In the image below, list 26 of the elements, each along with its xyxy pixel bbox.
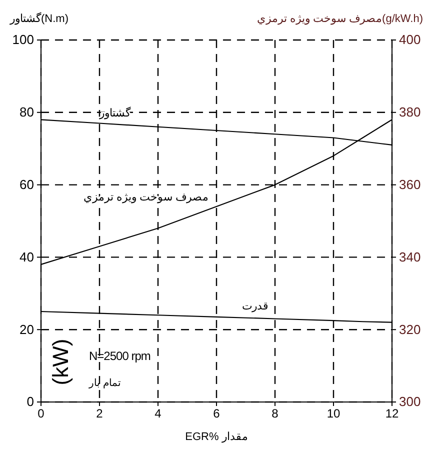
y2-axis-title: مصرف سوخت ویژه ترمزي(g/kW.h) [256, 13, 423, 25]
x-tick-label: 12 [385, 406, 399, 421]
x-tick-label: 4 [154, 406, 162, 421]
x-tick-label: 8 [272, 406, 279, 421]
series-label: قدرت [242, 300, 268, 313]
x-axis-title: مقدار %EGR [185, 431, 248, 443]
y2-tick-label: 360 [399, 176, 421, 192]
y-tick-label: 80 [20, 104, 34, 120]
y-tick-label: 100 [12, 32, 34, 48]
y2-tick-label: 320 [399, 322, 421, 337]
y-tick-label: 40 [20, 249, 34, 264]
y-axis-title: گشتاور(N.m) [9, 12, 68, 25]
x-tick-label: 2 [96, 406, 104, 421]
x-tick-label: 10 [326, 406, 340, 421]
annotation: تمام بار [88, 378, 121, 389]
y-tick-label: 60 [20, 176, 34, 192]
y2-tick-label: 340 [399, 249, 421, 264]
x-tick-label: 6 [213, 406, 220, 421]
y2-tick-label: 300 [399, 394, 421, 410]
y-tick-label: 0 [26, 394, 34, 410]
annotation: N=2500 rpm [89, 349, 151, 363]
y2-tick-label: 400 [399, 32, 421, 48]
x-tick-label: 0 [38, 406, 45, 421]
y2-tick-label: 380 [399, 104, 421, 120]
annotation: (kW) [48, 338, 73, 386]
y-tick-label: 20 [20, 322, 34, 337]
